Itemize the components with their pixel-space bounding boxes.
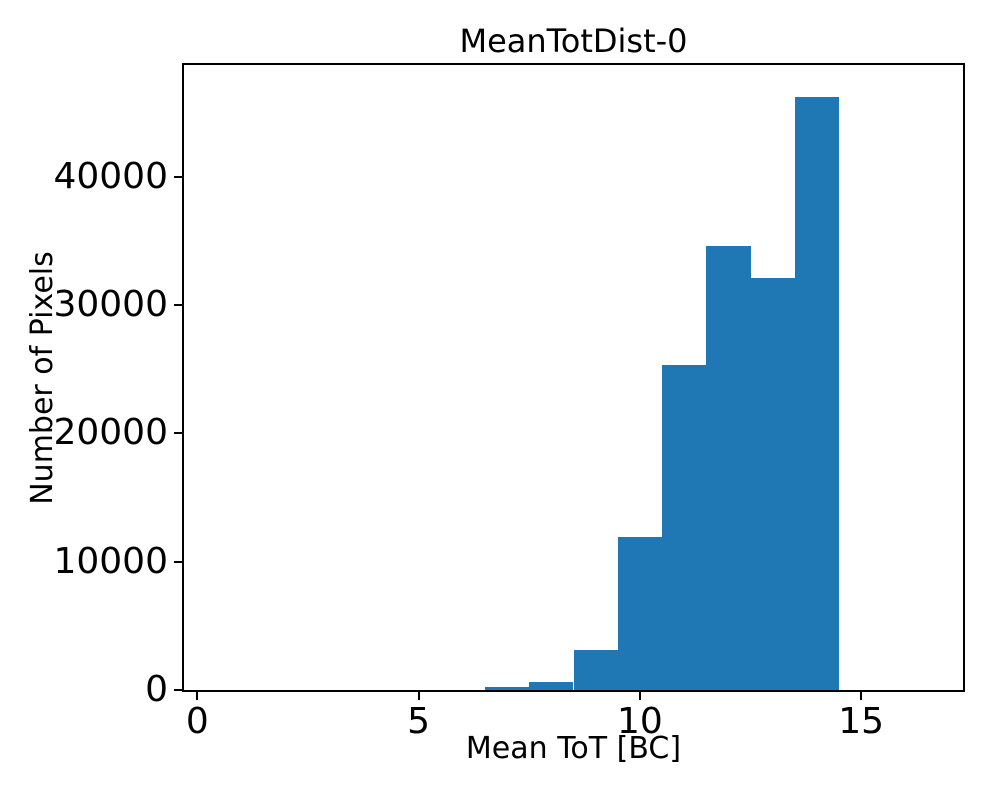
y-tick-mark bbox=[174, 303, 182, 306]
x-tick-mark bbox=[860, 692, 863, 700]
y-tick-label: 0 bbox=[145, 669, 168, 710]
x-tick-label: 0 bbox=[185, 701, 209, 742]
histogram-bar bbox=[617, 537, 662, 690]
x-tick-label: 10 bbox=[616, 701, 663, 742]
chart-title: MeanTotDist-0 bbox=[459, 22, 688, 60]
histogram-bar bbox=[794, 97, 840, 690]
y-tick-label: 40000 bbox=[53, 155, 168, 197]
histogram-bar bbox=[484, 686, 530, 690]
x-axis-label: Mean ToT [BC] bbox=[465, 731, 682, 766]
x-tick-label: 15 bbox=[838, 701, 885, 742]
x-tick-mark bbox=[417, 692, 420, 700]
plot-area: 0 5 10 15 0 10000 20000 30000 40000 bbox=[53, 63, 965, 740]
y-tick-mark bbox=[174, 432, 182, 435]
y-tick-mark bbox=[174, 560, 182, 563]
x-tick-mark bbox=[196, 692, 199, 700]
y-axis-label: Number of Pixels bbox=[25, 251, 60, 505]
histogram-bar bbox=[529, 682, 574, 690]
y-tick-mark bbox=[174, 689, 182, 691]
y-tick-label: 10000 bbox=[53, 540, 168, 582]
histogram-bar bbox=[750, 278, 795, 690]
histogram-bar bbox=[706, 245, 751, 690]
x-tick-label: 5 bbox=[407, 701, 431, 742]
histogram-bar bbox=[662, 365, 707, 690]
y-tick-label: 30000 bbox=[53, 283, 168, 325]
y-tick-label: 20000 bbox=[53, 412, 168, 454]
y-tick-mark bbox=[174, 175, 182, 178]
x-tick-mark bbox=[638, 692, 641, 700]
histogram-bar bbox=[573, 650, 618, 690]
